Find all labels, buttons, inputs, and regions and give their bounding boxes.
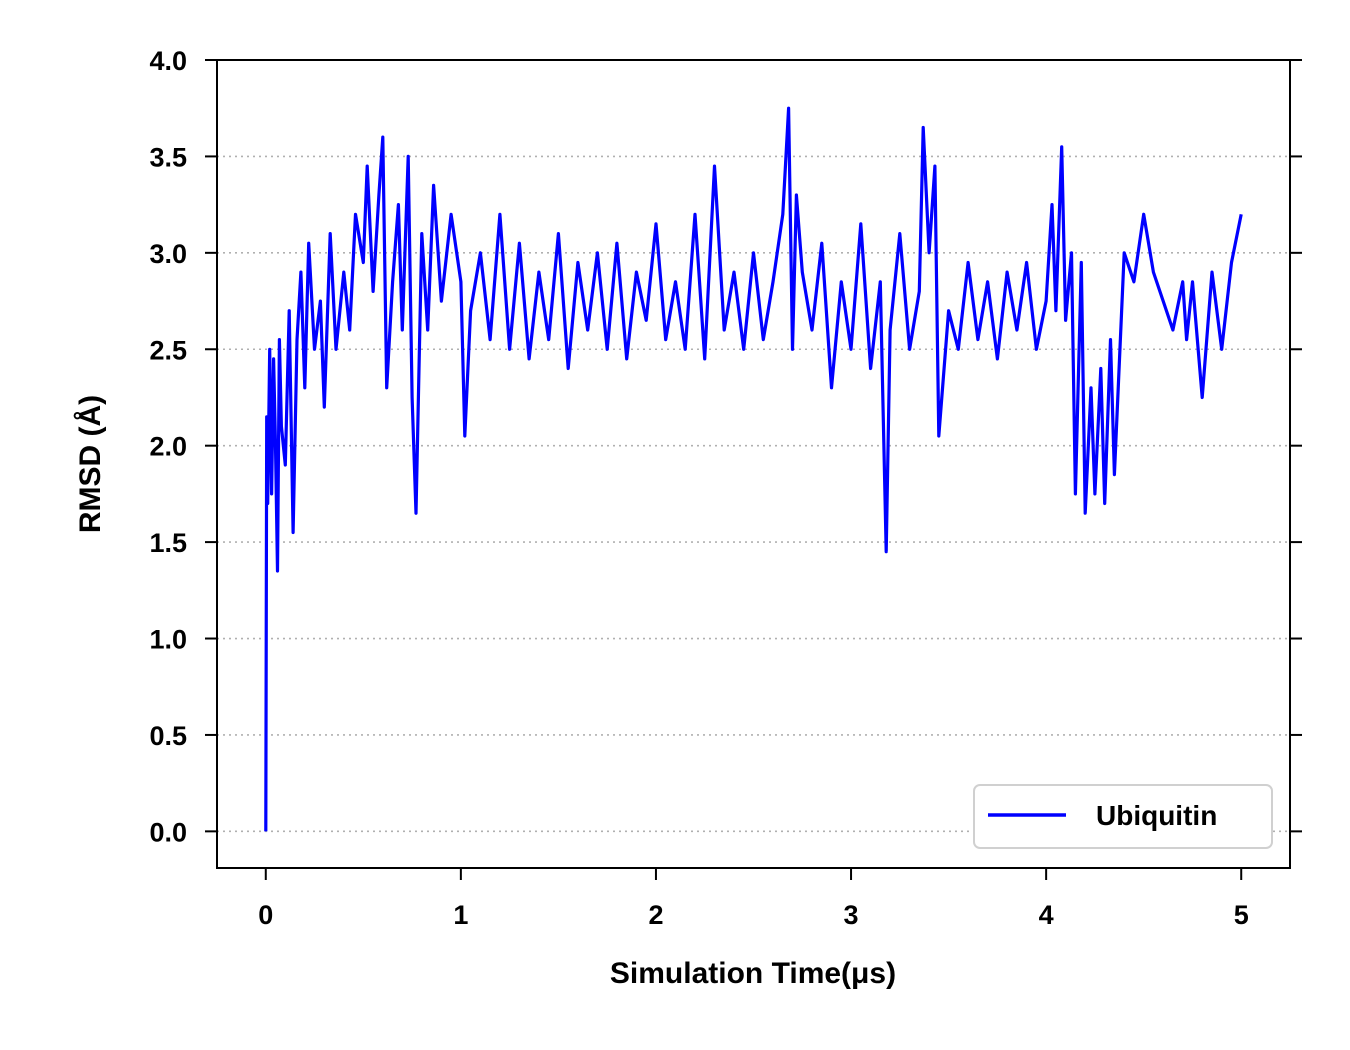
x-axis: 0 1 2 3 4 5 xyxy=(258,868,1249,930)
plot-area xyxy=(264,106,1243,832)
y-tick-label: 1.0 xyxy=(149,625,187,655)
y-axis: 0.0 0.5 1.0 1.5 2.0 2.5 3.0 3.5 4.0 xyxy=(149,46,1302,847)
x-tick-label: 2 xyxy=(648,900,663,930)
y-tick-label: 3.5 xyxy=(149,142,187,172)
legend[interactable]: Ubiquitin xyxy=(973,784,1273,849)
x-tick-label: 4 xyxy=(1039,900,1054,930)
y-grid-lines xyxy=(217,59,1290,833)
x-tick-label: 0 xyxy=(258,900,273,930)
axes-frame xyxy=(216,59,1291,869)
y-tick-label: 1.5 xyxy=(149,528,187,558)
y-tick-label: 3.0 xyxy=(149,239,187,269)
y-tick-label: 2.5 xyxy=(149,335,187,365)
y-tick-label: 2.0 xyxy=(149,432,187,462)
series-line-ubiquitin xyxy=(264,106,1243,832)
x-axis-label: Simulation Time(μs) xyxy=(610,957,896,990)
y-tick-label: 0.0 xyxy=(149,817,187,847)
x-tick-label: 3 xyxy=(844,900,859,930)
y-tick-label: 4.0 xyxy=(149,46,187,76)
y-tick-label: 0.5 xyxy=(149,721,187,751)
x-tick-label: 1 xyxy=(453,900,468,930)
y-axis-label: RMSD (Å) xyxy=(74,395,107,533)
x-tick-label: 5 xyxy=(1234,900,1249,930)
legend-label-ubiquitin: Ubiquitin xyxy=(1096,800,1217,831)
legend-box xyxy=(973,784,1273,849)
